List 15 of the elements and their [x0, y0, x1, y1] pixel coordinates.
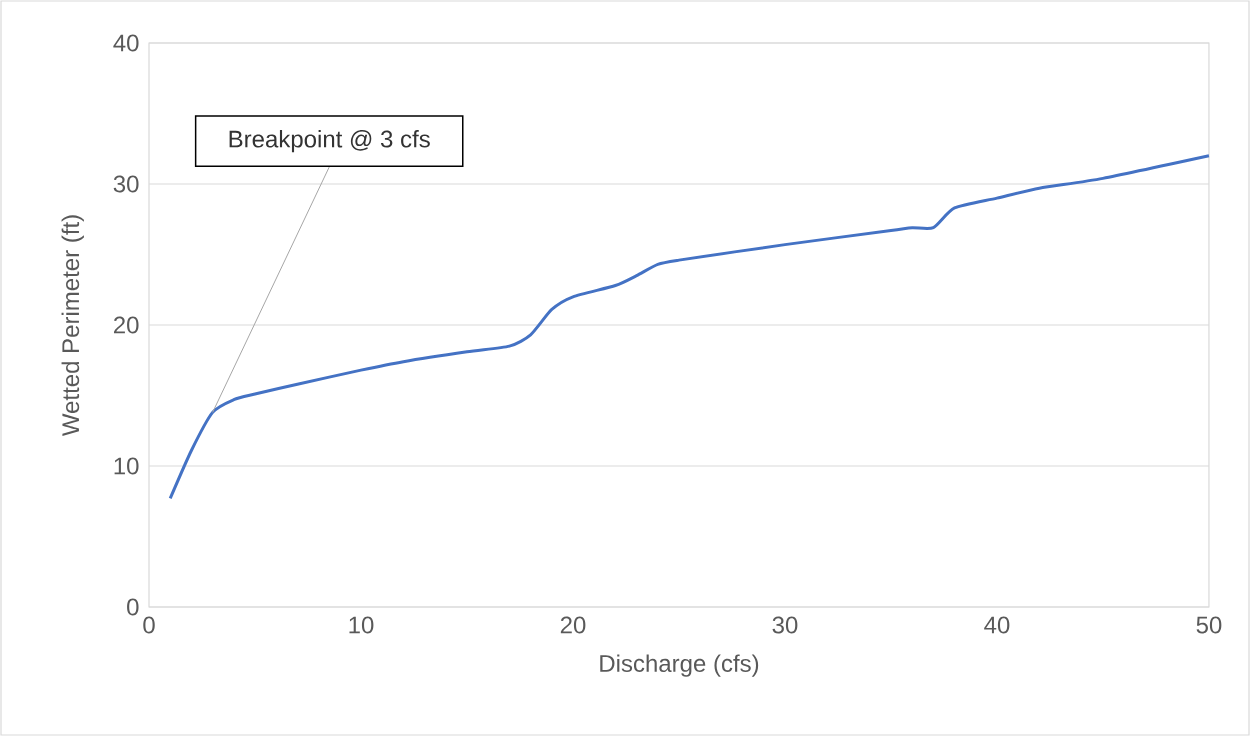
annotation: Breakpoint @ 3 cfs	[229, 129, 430, 153]
x-tick-label: 10	[349, 616, 374, 634]
y-tick-label: 20	[113, 316, 139, 334]
y-tick-label: 30	[113, 175, 139, 193]
line-series	[168, 154, 1211, 500]
y-tick-label: 10	[114, 457, 139, 475]
x-axis-title: Discharge (cfs)	[600, 654, 759, 677]
x-tick-label: 20	[560, 616, 586, 634]
y-tick-label: 0	[127, 598, 139, 616]
x-tick-label: 0	[143, 616, 155, 634]
x-tick-label: 30	[772, 616, 798, 634]
x-tick-label: 40	[984, 616, 1010, 634]
y-axis-title: Wetted Perimeter (ft)	[61, 215, 84, 437]
y-tick-label: 40	[113, 34, 139, 52]
x-tick-label: 50	[1196, 616, 1222, 634]
